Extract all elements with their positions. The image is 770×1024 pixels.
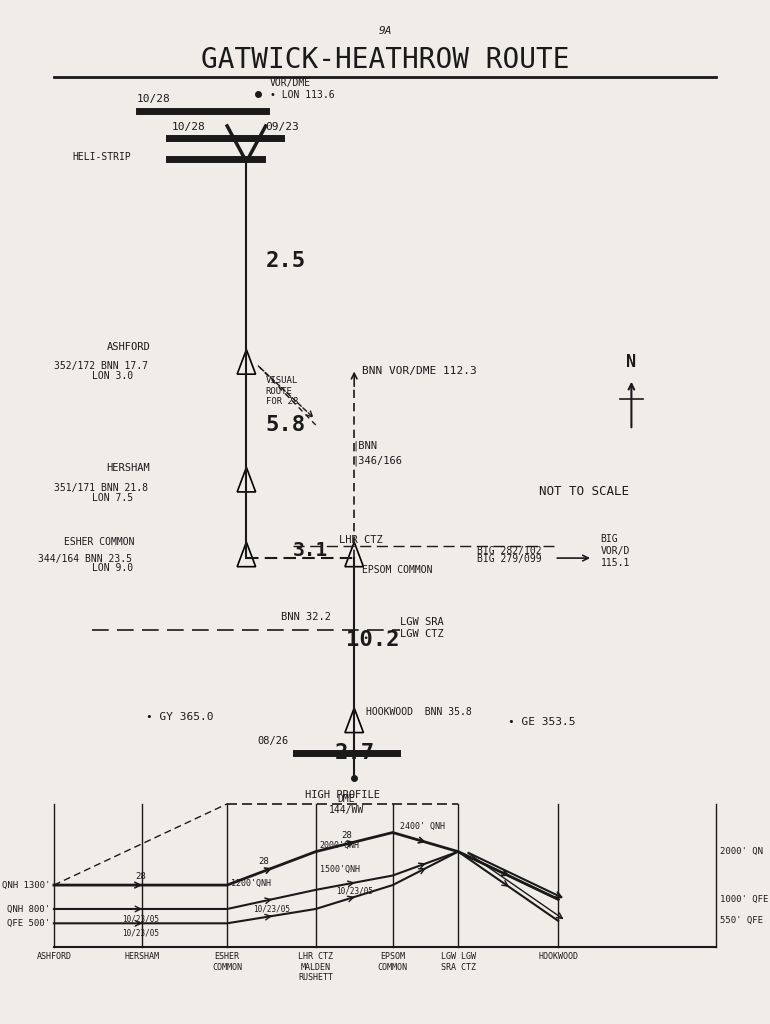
Text: LHR CTZ
MALDEN
RUSHETT: LHR CTZ MALDEN RUSHETT <box>298 952 333 982</box>
Text: 2400' QNH: 2400' QNH <box>400 821 445 830</box>
Text: • GE 353.5: • GE 353.5 <box>508 717 576 727</box>
Text: LON 3.0: LON 3.0 <box>92 371 133 381</box>
Text: 28: 28 <box>136 872 146 881</box>
Text: BIG 279/099: BIG 279/099 <box>477 554 542 564</box>
Text: |346/166: |346/166 <box>353 456 403 466</box>
Text: 09/23: 09/23 <box>266 122 300 132</box>
Text: 2000'QNH: 2000'QNH <box>320 841 360 850</box>
Text: EPSOM
COMMON: EPSOM COMMON <box>378 952 407 972</box>
Text: BNN VOR/DME 112.3: BNN VOR/DME 112.3 <box>362 366 477 376</box>
Text: HOOKWOOD  BNN 35.8: HOOKWOOD BNN 35.8 <box>366 707 471 717</box>
Text: HERSHAM: HERSHAM <box>106 463 150 473</box>
Text: 351/171 BNN 21.8: 351/171 BNN 21.8 <box>54 483 148 494</box>
Text: 10/28: 10/28 <box>172 122 206 132</box>
Text: 5.8: 5.8 <box>266 415 306 435</box>
Text: NOT TO SCALE: NOT TO SCALE <box>539 485 629 498</box>
Text: HOOKWOOD: HOOKWOOD <box>538 952 578 962</box>
Text: LON 7.5: LON 7.5 <box>92 493 133 503</box>
Text: LON 9.0: LON 9.0 <box>92 563 133 573</box>
Text: HIGH PROFILE: HIGH PROFILE <box>305 790 380 800</box>
Text: 2.5: 2.5 <box>266 251 306 271</box>
Text: HERSHAM: HERSHAM <box>125 952 160 962</box>
Text: ASHFORD: ASHFORD <box>106 342 150 352</box>
Text: 10.2: 10.2 <box>346 630 400 650</box>
Text: GATWICK-HEATHROW ROUTE: GATWICK-HEATHROW ROUTE <box>201 46 569 74</box>
Text: VISUAL
ROUTE
FOR 28: VISUAL ROUTE FOR 28 <box>266 376 298 407</box>
Text: 10/28: 10/28 <box>137 94 171 104</box>
Text: 1200'QNH: 1200'QNH <box>231 879 271 888</box>
Text: LHR CTZ: LHR CTZ <box>339 535 383 545</box>
Text: 2000' QN: 2000' QN <box>720 847 763 856</box>
Text: 10/23/05: 10/23/05 <box>122 929 159 937</box>
Text: 28: 28 <box>341 831 352 840</box>
Text: BNN 32.2: BNN 32.2 <box>281 611 331 622</box>
Text: 352/172 BNN 17.7: 352/172 BNN 17.7 <box>54 361 148 372</box>
Text: QNH 1300': QNH 1300' <box>2 881 50 890</box>
Text: EPSOM COMMON: EPSOM COMMON <box>362 565 433 575</box>
Text: HELI-STRIP: HELI-STRIP <box>72 152 131 162</box>
Text: LGW CTZ: LGW CTZ <box>400 629 444 639</box>
Text: 28: 28 <box>259 857 269 866</box>
Text: N: N <box>627 352 636 371</box>
Text: QFE 500': QFE 500' <box>7 919 50 928</box>
Text: ASHFORD: ASHFORD <box>36 952 72 962</box>
Text: 9A: 9A <box>378 26 392 36</box>
Text: LGW LGW
SRA CTZ: LGW LGW SRA CTZ <box>440 952 476 972</box>
Text: 1500'QNH: 1500'QNH <box>320 864 360 873</box>
Text: • GY 365.0: • GY 365.0 <box>146 712 214 722</box>
Text: BIG
VOR/D
115.1: BIG VOR/D 115.1 <box>601 535 630 567</box>
Text: 08/26: 08/26 <box>257 736 289 746</box>
Text: BIG 282/102: BIG 282/102 <box>477 546 542 556</box>
Text: |BNN: |BNN <box>353 440 377 451</box>
Text: 10/23/05: 10/23/05 <box>336 887 373 896</box>
Text: ESHER
COMMON: ESHER COMMON <box>213 952 242 972</box>
Text: ESHER COMMON: ESHER COMMON <box>64 537 135 547</box>
Text: 1000' QFE: 1000' QFE <box>720 895 768 904</box>
Text: QNH 800': QNH 800' <box>7 904 50 913</box>
Text: 2.7: 2.7 <box>335 742 375 763</box>
Text: DME
144/WW: DME 144/WW <box>329 794 364 815</box>
Text: 344/164 BNN 23.5: 344/164 BNN 23.5 <box>38 554 132 564</box>
Text: 3.1: 3.1 <box>293 542 328 560</box>
Text: VOR/DME
• LON 113.6: VOR/DME • LON 113.6 <box>270 78 334 100</box>
Text: 10/23/05: 10/23/05 <box>253 904 290 913</box>
Text: LGW SRA: LGW SRA <box>400 616 444 627</box>
Text: 550' QFE: 550' QFE <box>720 916 763 926</box>
Text: 10/23/05: 10/23/05 <box>122 914 159 923</box>
